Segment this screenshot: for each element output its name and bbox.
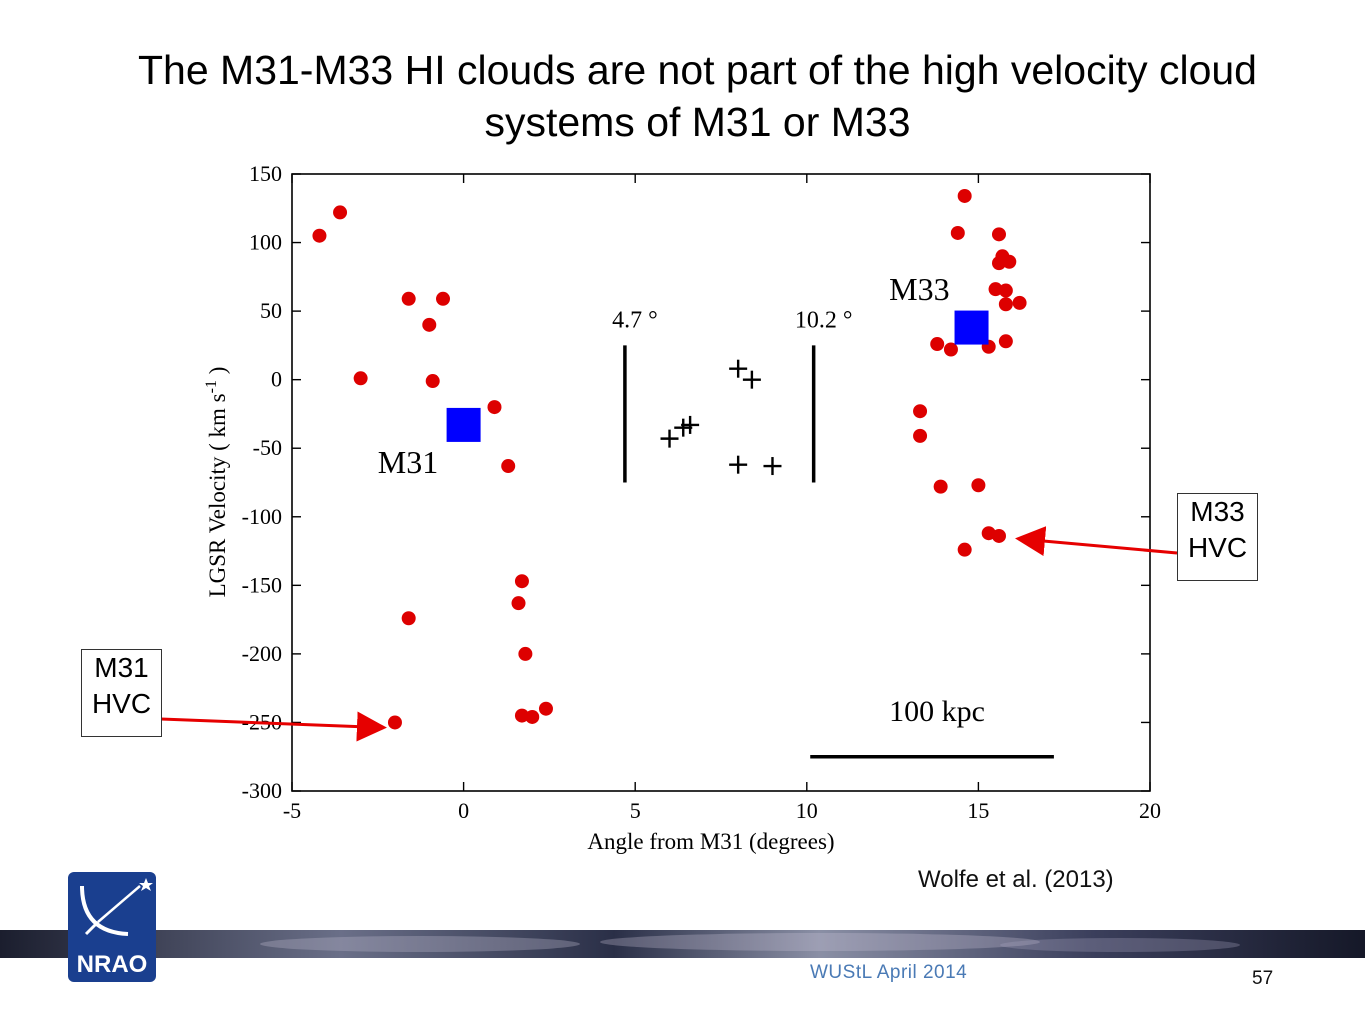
cloud-plus-marker (729, 455, 748, 474)
cloud-plus-marker (729, 359, 748, 378)
x-tick-label: 5 (630, 798, 641, 823)
y-tick-label: 100 (249, 230, 282, 255)
m31-label: M31 (378, 444, 438, 480)
slide-title-line-1: The M31-M33 HI clouds are not part of th… (138, 47, 1257, 93)
hvc-data-point (514, 574, 529, 589)
hvc-data-point (487, 400, 502, 415)
hvc-data-point (991, 227, 1006, 242)
cloud-plus-marker (763, 457, 782, 476)
hvc-data-point (514, 708, 529, 723)
angle-4-7-label: 4.7 ° (612, 308, 658, 334)
hvc-data-point (943, 342, 958, 357)
hvc-data-point (401, 611, 416, 626)
slide-title-line-2: systems of M31 or M33 (484, 99, 911, 145)
x-tick-label: 10 (796, 798, 818, 823)
y-tick-label: -100 (242, 504, 282, 529)
angle-10-2-label: 10.2 ° (795, 308, 853, 334)
x-tick-label: 20 (1139, 798, 1161, 823)
m33-hvc-callout-line-1: M33 (1190, 496, 1245, 527)
y-axis-label: LGSR Velocity ( km s-1 ) (203, 367, 230, 598)
hvc-data-point (991, 528, 1006, 543)
hvc-data-point (401, 291, 416, 306)
m33-hvc-callout: M33 HVC (1177, 493, 1258, 581)
y-tick-label: -300 (242, 778, 282, 803)
hvc-data-point (425, 374, 440, 389)
footer-galaxy-band (0, 930, 1365, 958)
hvc-data-point (930, 337, 945, 352)
m31-hvc-callout-line-1: M31 (94, 652, 149, 683)
plot-frame (291, 173, 1151, 792)
hvc-data-point (501, 459, 516, 474)
hvc-data-point (988, 282, 1003, 297)
y-tick-label: 50 (260, 298, 282, 323)
m33-hvc-arrow (1015, 526, 1178, 557)
hvc-data-point (950, 225, 965, 240)
cloud-plus-marker (681, 415, 700, 434)
m31-hvc-arrow (160, 711, 387, 742)
footer-event-label: WUStL April 2014 (810, 962, 968, 983)
slide-title: The M31-M33 HI clouds are not part of th… (60, 44, 1335, 148)
x-axis-label: Angle from M31 (degrees) (587, 829, 834, 854)
nrao-logo: NRAO (68, 872, 156, 982)
hvc-data-point (436, 291, 451, 306)
hvc-data-point (913, 428, 928, 443)
cloud-plus-marker (660, 429, 679, 448)
hvc-data-point (312, 228, 327, 243)
hvc-data-point (957, 542, 972, 557)
x-tick-label: 15 (967, 798, 989, 823)
scale-bar-label: 100 kpc (889, 695, 985, 728)
y-tick-label: -200 (242, 641, 282, 666)
m31-hvc-callout-line-2: HVC (91, 688, 152, 719)
galaxy-center-marker (446, 407, 481, 442)
hvc-data-point (333, 205, 348, 220)
y-tick-label: -150 (242, 572, 282, 597)
hvc-data-point (538, 701, 553, 716)
hvc-data-point (422, 317, 437, 332)
galaxy-center-marker (954, 310, 989, 345)
y-tick-label: 150 (249, 161, 282, 186)
hvc-data-point (387, 715, 402, 730)
m31-hvc-callout: M31 HVC (81, 649, 162, 737)
nrao-logo-text: NRAO (77, 951, 148, 978)
hvc-data-point (525, 709, 540, 724)
cloud-plus-marker (742, 370, 761, 389)
hvc-data-point (518, 646, 533, 661)
m33-hvc-callout-line-2: HVC (1187, 532, 1248, 563)
hvc-data-point (1002, 254, 1017, 269)
hvc-data-point (998, 283, 1013, 298)
citation: Wolfe et al. (2013) (918, 866, 1114, 893)
y-tick-label: 0 (271, 367, 282, 392)
hvc-data-point (991, 256, 1006, 271)
hvc-data-point (511, 596, 526, 611)
x-tick-label: -5 (283, 798, 301, 823)
y-tick-label: -50 (253, 435, 282, 460)
x-tick-label: 0 (458, 798, 469, 823)
m33-label: M33 (889, 271, 949, 307)
hvc-data-point (913, 404, 928, 419)
hvc-data-point (998, 334, 1013, 349)
hvc-data-point (998, 297, 1013, 312)
hvc-data-point (971, 478, 986, 493)
hvc-data-point (957, 188, 972, 203)
hvc-data-point (1012, 295, 1027, 310)
hvc-data-point (353, 371, 368, 386)
hvc-data-point (933, 479, 948, 494)
page-number: 57 (1252, 968, 1274, 989)
